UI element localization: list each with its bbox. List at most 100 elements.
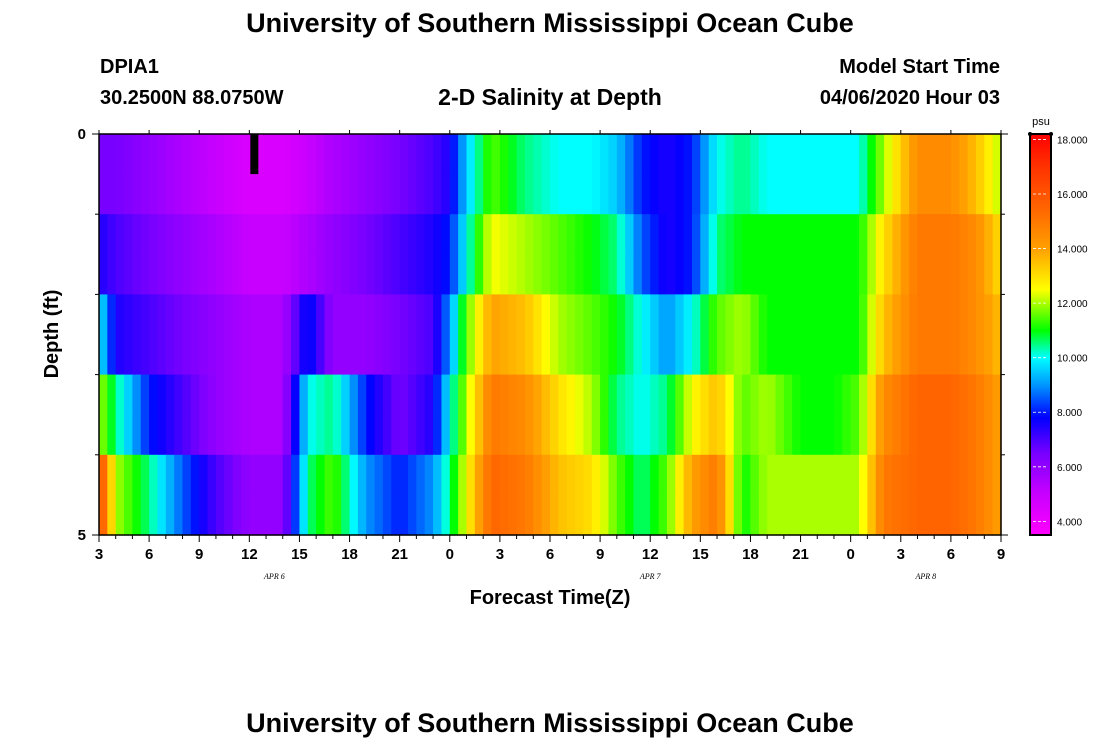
heatmap-cell (249, 214, 259, 255)
heatmap-cell (224, 454, 234, 496)
heatmap-cell (207, 214, 217, 255)
heatmap-cell (207, 374, 217, 416)
heatmap-cell (349, 454, 359, 496)
heatmap-cell (884, 334, 894, 376)
heatmap-cell (499, 334, 509, 376)
heatmap-cell (934, 214, 944, 255)
heatmap-cell (99, 374, 108, 416)
heatmap-cell (975, 294, 985, 336)
heatmap-cell (750, 334, 760, 376)
heatmap-cell (499, 174, 509, 215)
heatmap-cell (324, 414, 334, 456)
heatmap-cell (165, 294, 175, 336)
heatmap-cell (892, 454, 902, 496)
heatmap-cell (165, 494, 175, 536)
heatmap-cell (683, 334, 693, 376)
heatmap-cell (165, 414, 175, 456)
heatmap-cell (124, 214, 134, 255)
heatmap-cell (892, 254, 902, 295)
heatmap-cell (157, 454, 167, 496)
heatmap-cell (182, 454, 192, 496)
heatmap-cell (416, 334, 426, 376)
heatmap-cell (992, 494, 1002, 536)
heatmap-cell (240, 374, 250, 416)
heatmap-cell (391, 374, 401, 416)
heatmap-cell (491, 294, 501, 336)
colorbar: psu 4.000 6.000 8.000 10.000 12.000 14.000 16.… (1028, 116, 1088, 536)
heatmap-cell (641, 494, 651, 536)
heatmap-cell (132, 414, 142, 456)
heatmap-cell (633, 414, 643, 456)
heatmap-cell (600, 214, 610, 255)
heatmap-cell (266, 134, 275, 175)
heatmap-cell (174, 374, 184, 416)
heatmap-cell (767, 214, 777, 255)
heatmap-cell (758, 334, 768, 376)
heatmap-cell (892, 414, 902, 456)
heatmap-cell (341, 294, 351, 336)
heatmap-cell (408, 414, 417, 456)
heatmap-cell (107, 254, 117, 295)
heatmap-cell (616, 334, 626, 376)
heatmap-cell (341, 174, 351, 215)
heatmap-cell (266, 454, 275, 496)
heatmap-cell (691, 374, 701, 416)
heatmap-cell (842, 334, 852, 376)
heatmap-cell (382, 134, 392, 175)
heatmap-cell (266, 374, 275, 416)
heatmap-cell (850, 494, 860, 536)
heatmap-cell (717, 134, 726, 175)
heatmap-cell (767, 494, 777, 536)
heatmap-cell (792, 294, 802, 336)
heatmap-cell (867, 174, 877, 215)
heatmap-cell (900, 174, 910, 215)
heatmap-cell (224, 214, 234, 255)
heatmap-cell (984, 454, 994, 496)
heatmap-cell (190, 454, 200, 496)
heatmap-cell (875, 454, 885, 496)
heatmap-cell (107, 374, 117, 416)
heatmap-cell (516, 134, 526, 175)
heatmap-cell (591, 174, 601, 215)
heatmap-cell (550, 454, 559, 496)
heatmap-cell (900, 254, 910, 295)
heatmap-cell (925, 374, 935, 416)
heatmap-cell (291, 494, 301, 536)
heatmap-cell (650, 374, 660, 416)
heatmap-cell (149, 254, 159, 295)
heatmap-cell (733, 374, 743, 416)
y-tick-label: 5 (78, 527, 86, 544)
heatmap-cell (850, 454, 860, 496)
heatmap-cell (99, 254, 108, 295)
heatmap-cell (307, 494, 317, 536)
heatmap-cell (115, 134, 125, 175)
heatmap-cell (458, 334, 468, 376)
footer-title: University of Southern Mississippi Ocean… (246, 708, 854, 738)
heatmap-cell (550, 134, 559, 175)
colorbar-corner-dot (1049, 132, 1053, 136)
heatmap-cell (950, 334, 960, 376)
heatmap-cell (984, 294, 994, 336)
heatmap-cell (215, 174, 225, 215)
heatmap-cell (633, 294, 643, 336)
heatmap-cell (817, 214, 827, 255)
heatmap-cell (332, 174, 342, 215)
heatmap-cell (416, 134, 426, 175)
heatmap-cell (975, 414, 985, 456)
heatmap-cell (967, 414, 977, 456)
heatmap-cell (817, 134, 827, 175)
heatmap-cell (257, 414, 267, 456)
heatmap-cell (366, 134, 376, 175)
heatmap-cell (182, 134, 192, 175)
heatmap-cell (483, 254, 493, 295)
heatmap-cell (249, 374, 259, 416)
heatmap-cell (934, 254, 944, 295)
x-tick-label: 15 (692, 546, 709, 563)
heatmap-cell (959, 134, 969, 175)
heatmap-cell (508, 174, 518, 215)
heatmap-cell (474, 494, 484, 536)
heatmap-cell (641, 414, 651, 456)
heatmap-cell (149, 414, 159, 456)
heatmap-cell (691, 454, 701, 496)
heatmap-cell (641, 374, 651, 416)
